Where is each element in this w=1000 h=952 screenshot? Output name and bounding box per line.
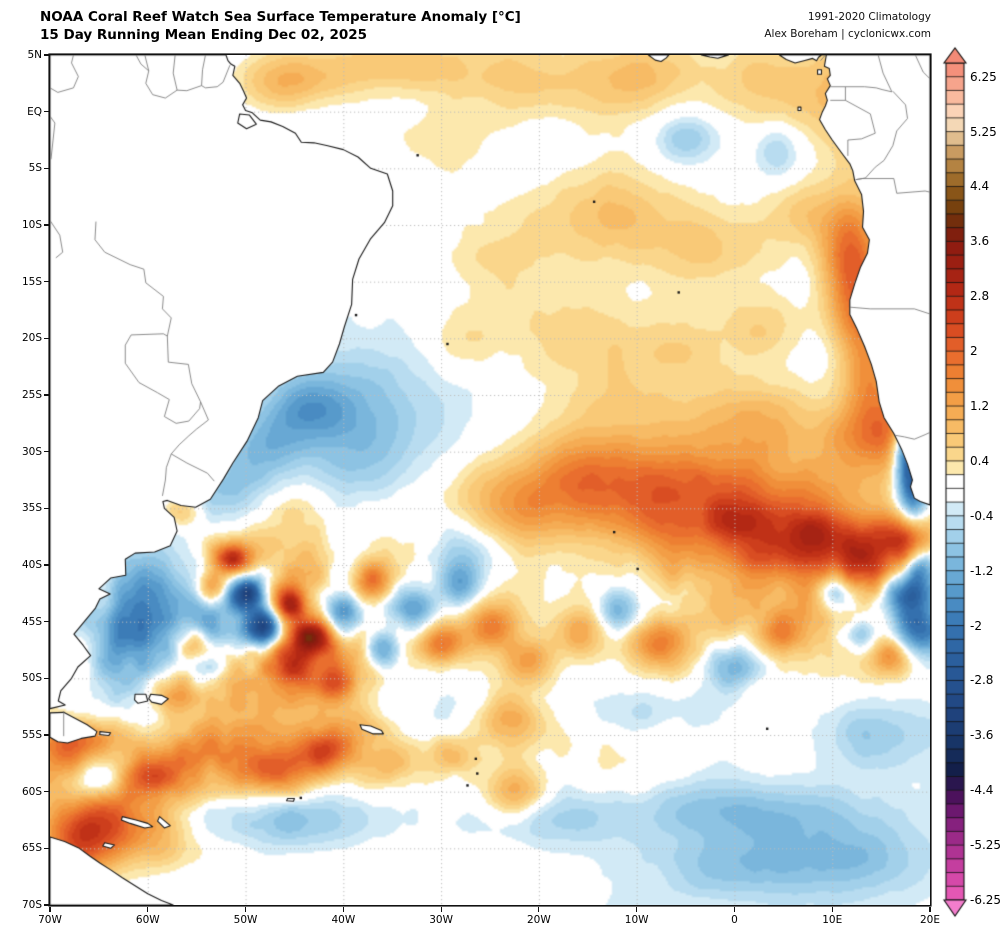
lat-tick-mark bbox=[44, 734, 49, 736]
lon-tick-mark bbox=[538, 906, 540, 912]
lat-tick-mark bbox=[44, 54, 49, 56]
lat-tick-label: 10S bbox=[21, 219, 42, 231]
lat-tick-mark bbox=[44, 337, 49, 339]
lon-tick-mark bbox=[636, 906, 638, 912]
lat-tick-mark bbox=[44, 224, 49, 226]
lat-tick-label: 5N bbox=[27, 49, 42, 61]
lat-tick-label: 35S bbox=[21, 502, 42, 515]
colorbar-tick-label: -4.4 bbox=[970, 783, 994, 798]
lat-tick-label: 70S bbox=[21, 899, 42, 911]
credit-line: Alex Boreham | cyclonicwx.com bbox=[764, 28, 931, 40]
colorbar-tick-label: -6.25 bbox=[970, 893, 1000, 907]
colorbar-tick-label: -1.2 bbox=[970, 563, 994, 578]
lat-tick-label: 60S bbox=[21, 785, 42, 798]
colorbar-tick-label: 4.4 bbox=[970, 179, 990, 194]
map-panel bbox=[50, 55, 930, 905]
lat-tick-label: 25S bbox=[21, 389, 42, 401]
lon-tick-label: 40W bbox=[331, 914, 356, 926]
lon-tick-label: 50W bbox=[233, 914, 258, 926]
lon-tick-label: 10E bbox=[822, 914, 843, 926]
lat-tick-mark bbox=[44, 507, 49, 509]
lat-tick-label: 45S bbox=[21, 615, 42, 628]
lat-tick-label: 50S bbox=[21, 672, 42, 685]
colorbar-tick-label: 6.25 bbox=[970, 69, 997, 84]
colorbar bbox=[941, 45, 977, 925]
lon-tick-label: 0 bbox=[731, 914, 738, 926]
lat-tick-mark bbox=[44, 791, 49, 793]
lat-tick-label: 20S bbox=[21, 332, 42, 345]
colorbar-tick-label: 2 bbox=[970, 344, 978, 359]
lon-tick-label: 20E bbox=[920, 914, 940, 926]
lon-tick-label: 10W bbox=[624, 914, 649, 926]
lat-tick-label: 5S bbox=[28, 162, 42, 175]
colorbar-tick-label: 2.8 bbox=[970, 289, 990, 304]
lon-tick-label: 30W bbox=[429, 914, 453, 926]
lon-tick-mark bbox=[147, 906, 149, 912]
lon-tick-mark bbox=[49, 906, 51, 912]
lat-tick-mark bbox=[44, 281, 49, 283]
lon-tick-mark bbox=[733, 906, 736, 912]
colorbar-tick-label: -3.6 bbox=[970, 728, 994, 743]
ssta-field-canvas bbox=[50, 55, 930, 905]
figure-subtitle: 15 Day Running Mean Ending Dec 02, 2025 bbox=[40, 27, 368, 43]
lat-tick-label: 30S bbox=[21, 445, 42, 458]
lat-tick-mark bbox=[44, 394, 49, 396]
lon-tick-mark bbox=[440, 906, 442, 912]
lat-tick-label: 55S bbox=[21, 729, 42, 741]
lat-tick-mark bbox=[44, 904, 49, 906]
lon-tick-mark bbox=[342, 906, 344, 912]
climatology-note: 1991-2020 Climatology bbox=[807, 11, 931, 23]
colorbar-tick-label: 0.4 bbox=[970, 453, 990, 468]
lat-tick-mark bbox=[44, 621, 49, 623]
lat-tick-mark bbox=[44, 564, 49, 566]
lat-tick-label: 65S bbox=[21, 842, 42, 855]
lat-tick-mark bbox=[44, 111, 49, 113]
lon-tick-mark bbox=[831, 906, 833, 912]
colorbar-tick-label: -0.4 bbox=[970, 508, 994, 523]
colorbar-tick-label: 5.25 bbox=[970, 124, 997, 139]
lat-tick-mark bbox=[44, 677, 49, 679]
lat-tick-mark bbox=[44, 451, 49, 453]
lat-tick-label: 40S bbox=[21, 559, 42, 571]
figure-title: NOAA Coral Reef Watch Sea Surface Temper… bbox=[40, 9, 521, 25]
lon-tick-label: 60W bbox=[135, 914, 160, 926]
lat-tick-label: EQ bbox=[27, 105, 42, 118]
lon-tick-label: 70W bbox=[38, 914, 62, 926]
lon-tick-mark bbox=[929, 906, 931, 912]
lat-tick-mark bbox=[44, 847, 49, 849]
colorbar-tick-label: 1.2 bbox=[970, 399, 990, 414]
colorbar-tick-label: -5.25 bbox=[970, 838, 1000, 853]
colorbar-tick-label: 3.6 bbox=[970, 234, 990, 249]
colorbar-tick-label: -2.8 bbox=[970, 673, 994, 688]
lat-tick-mark bbox=[44, 167, 49, 169]
lon-tick-mark bbox=[244, 906, 247, 912]
colorbar-tick-label: -2 bbox=[970, 618, 982, 633]
lon-tick-label: 20W bbox=[527, 914, 551, 926]
lat-tick-label: 15S bbox=[21, 275, 42, 288]
